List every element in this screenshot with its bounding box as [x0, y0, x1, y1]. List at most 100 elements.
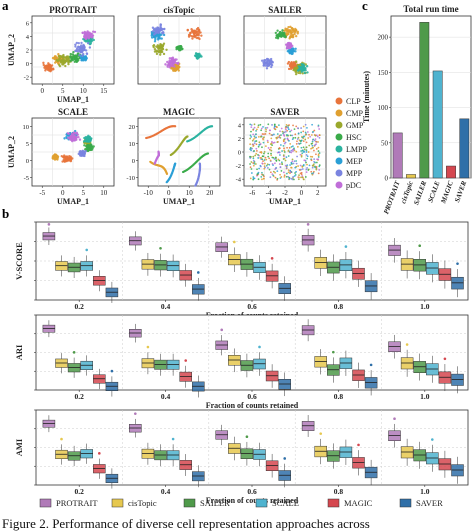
- umap-point: [63, 59, 66, 62]
- y-tick-label: 2: [26, 48, 29, 55]
- umap-point: [80, 41, 83, 45]
- umap-point: [271, 134, 274, 137]
- umap-point: [78, 53, 81, 57]
- outlier: [418, 244, 422, 248]
- umap-point: [193, 35, 197, 39]
- umap-point: [305, 64, 309, 68]
- x-tick-label: SAVER: [453, 180, 468, 204]
- umap-point: [77, 41, 80, 45]
- legend-swatch: [327, 498, 340, 508]
- umap-points: [249, 123, 321, 181]
- umap-point: [87, 147, 90, 151]
- legend-marker: [335, 109, 343, 117]
- umap-point: [294, 136, 297, 139]
- x-tick-label: 5: [82, 189, 86, 197]
- umap-point: [86, 42, 90, 45]
- umap-point: [296, 155, 298, 158]
- umap-title: SCALE: [58, 107, 88, 117]
- umap-point: [63, 137, 66, 140]
- umap-point: [278, 151, 281, 154]
- y-axis-label: ARI: [14, 344, 24, 360]
- outlier: [146, 345, 150, 349]
- umap-point: [259, 143, 262, 145]
- umap-point: [308, 144, 311, 147]
- umap-point: [158, 37, 162, 40]
- umap-point: [265, 158, 268, 161]
- umap-point: [289, 169, 292, 172]
- umap-point: [288, 151, 291, 154]
- umap-point: [315, 161, 318, 164]
- umap-point: [159, 23, 162, 26]
- umap-point: [186, 28, 189, 32]
- umap-point: [306, 126, 308, 129]
- umap-point: [166, 60, 169, 64]
- umap-point: [255, 136, 257, 139]
- umap-point: [257, 135, 260, 138]
- umap-point: [252, 159, 255, 162]
- umap-point: [267, 123, 270, 126]
- umap-point: [291, 35, 295, 38]
- umap-point: [85, 31, 88, 34]
- umap-point: [187, 35, 191, 38]
- umap-point: [60, 59, 64, 63]
- umap-point: [165, 172, 169, 175]
- umap-point: [257, 145, 260, 148]
- umap-point: [258, 141, 261, 144]
- umap-point: [162, 27, 166, 31]
- umap-panel: [136, 117, 221, 188]
- umap-point: [283, 151, 286, 153]
- umap-point: [286, 44, 290, 47]
- umap-point: [200, 55, 203, 58]
- umap-point: [290, 177, 293, 180]
- umap-point: [314, 144, 317, 146]
- outlier: [60, 437, 63, 441]
- x-tick-label: -5: [39, 189, 45, 197]
- umap-point: [294, 72, 298, 76]
- umap-point: [250, 172, 253, 174]
- umap-point: [317, 146, 320, 149]
- x-tick-label: 0.4: [161, 392, 171, 401]
- x-tick-label: 10: [100, 189, 108, 197]
- umap-point: [153, 47, 157, 51]
- umap-point: [93, 30, 97, 34]
- umap-point: [264, 133, 267, 135]
- x-tick-label: 0: [61, 189, 65, 197]
- umap-point: [270, 142, 273, 145]
- umap-point: [75, 49, 78, 53]
- umap-point: [81, 45, 84, 49]
- runtime-title: Total run time: [403, 4, 458, 14]
- umap-point: [74, 55, 77, 59]
- umap-point: [271, 144, 274, 147]
- umap-point: [273, 158, 276, 160]
- umap-point: [198, 162, 201, 165]
- umap-point: [59, 54, 62, 58]
- umap-point: [266, 166, 269, 169]
- umap-point: [153, 40, 157, 43]
- outlier: [134, 412, 137, 415]
- umap-point: [273, 127, 276, 130]
- umap-point: [251, 139, 254, 142]
- umap-point: [69, 157, 73, 161]
- umap-point: [297, 176, 300, 179]
- umap-point: [67, 159, 71, 162]
- umap-point: [260, 127, 263, 130]
- umap-point: [75, 132, 79, 135]
- umap-point: [260, 158, 263, 161]
- umap-point: [250, 168, 253, 170]
- umap-point: [292, 145, 294, 148]
- umap-point: [317, 153, 320, 156]
- x-tick-label: 0.8: [334, 302, 344, 311]
- umap-point: [274, 125, 276, 128]
- umap-point: [308, 164, 311, 167]
- umap-point: [285, 124, 288, 126]
- x-tick-label: PROTRAIT: [382, 179, 402, 215]
- umap-point: [249, 137, 252, 140]
- umap-point: [84, 36, 87, 40]
- umap-point: [280, 170, 283, 172]
- umap-point: [314, 138, 317, 140]
- umap-point: [158, 28, 162, 31]
- umap-point: [267, 152, 270, 155]
- umap-point: [49, 68, 52, 71]
- legend-entry: MAGIC: [344, 498, 373, 508]
- umap-point: [253, 126, 256, 129]
